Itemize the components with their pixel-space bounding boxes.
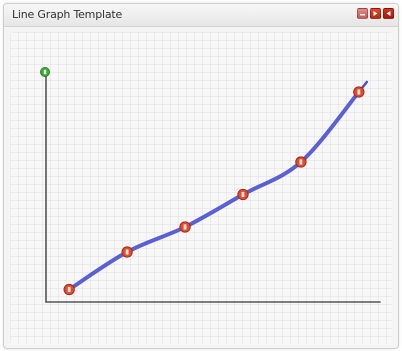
maximize-icon[interactable]: [370, 8, 381, 19]
chart-points: [63, 86, 365, 296]
data-point: [179, 221, 191, 233]
close-icon[interactable]: [383, 8, 394, 19]
graph-paper: [10, 32, 392, 344]
minimize-icon[interactable]: [357, 8, 368, 19]
window-title: Line Graph Template: [12, 8, 123, 21]
data-point: [63, 283, 75, 296]
data-point: [353, 86, 365, 98]
series-line: [67, 90, 361, 292]
data-point: [237, 188, 249, 201]
chart-series: [67, 80, 369, 292]
green-node-icon: [39, 67, 50, 78]
data-point: [121, 246, 133, 258]
title-bar[interactable]: Line Graph Template: [4, 4, 398, 27]
line-chart: [39, 67, 381, 303]
window: Line Graph Template: [3, 3, 399, 349]
chart-axes: [39, 67, 381, 303]
data-point: [295, 156, 307, 168]
window-controls: [357, 8, 394, 19]
